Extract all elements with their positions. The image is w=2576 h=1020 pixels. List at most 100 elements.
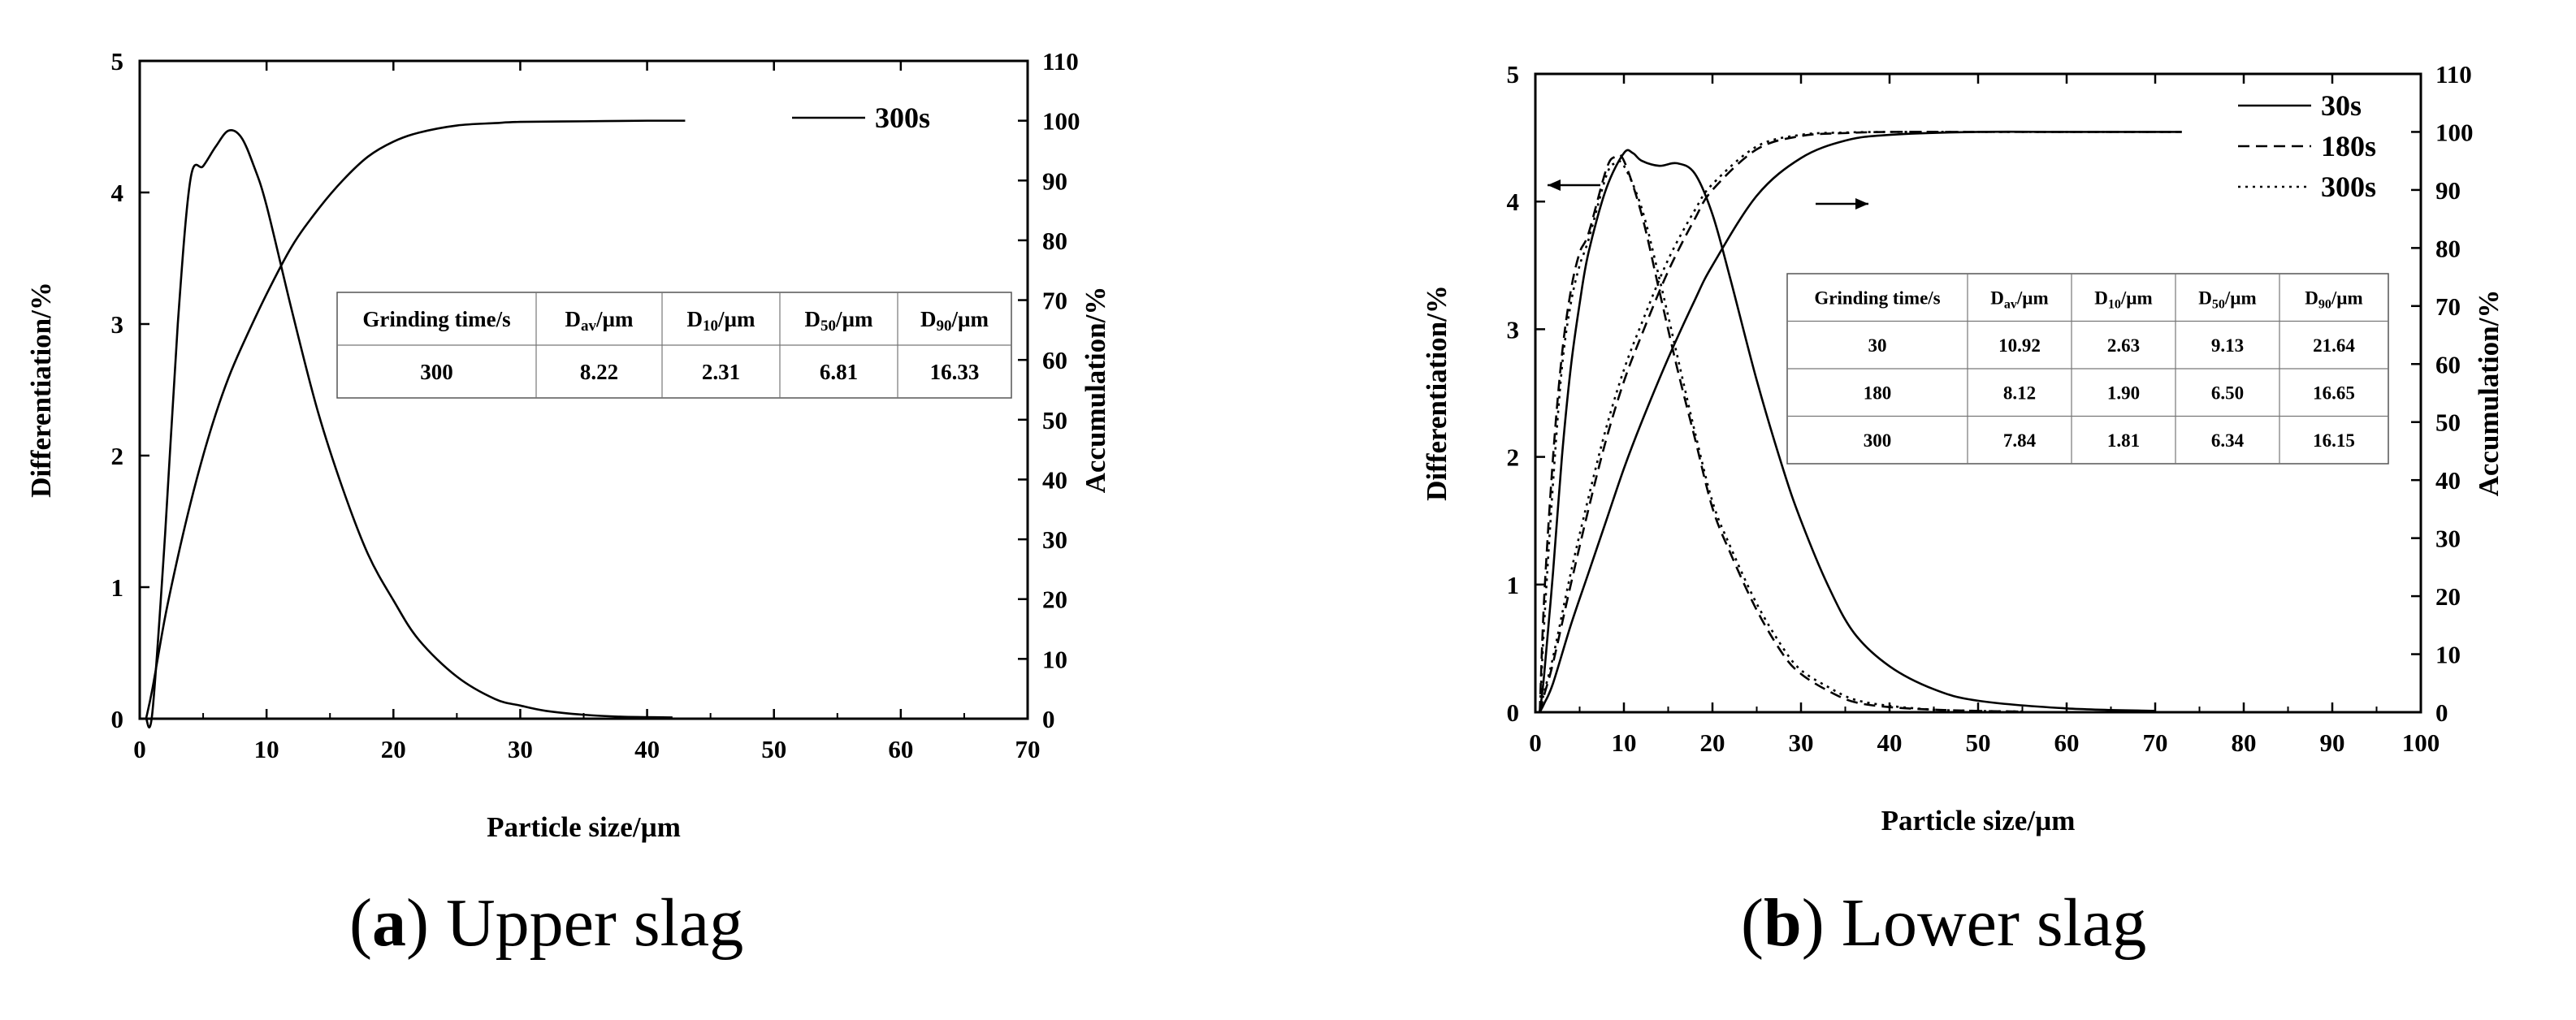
y-left-tick-label: 0 (111, 705, 124, 733)
axis-arrow-head (1548, 179, 1561, 191)
x-tick-label: 40 (1877, 728, 1903, 757)
table-header-cell: Dav/µm (565, 307, 634, 335)
table-cell: 300 (420, 360, 453, 384)
caption-a-letter: a (371, 885, 406, 961)
y-right-tick-label: 90 (2435, 176, 2461, 205)
table-cell: 2.63 (2107, 335, 2140, 356)
table-cell: 9.13 (2211, 335, 2244, 356)
table-header-cell: D90/µm (2305, 287, 2362, 311)
chart-b: 0 10 20 30 40 50 60 70 80 90 100012345010203040506… (1421, 60, 2505, 836)
caption-a-text: Upper slag (445, 885, 744, 961)
y-left-axis-label: Differentiation/% (25, 282, 57, 498)
y-right-tick-label: 0 (1042, 705, 1055, 733)
y-right-tick-label: 90 (1042, 166, 1067, 195)
y-right-tick-label: 40 (2435, 466, 2461, 495)
x-tick-label: 40 (634, 735, 660, 763)
caption-b-text: Lower slag (1841, 885, 2147, 961)
table-cell: 8.12 (2003, 382, 2036, 403)
y-right-tick-label: 10 (2435, 641, 2461, 669)
table-header-cell: Grinding time/s (362, 307, 510, 331)
table-cell: 16.33 (930, 360, 980, 384)
y-right-tick-label: 50 (2435, 408, 2461, 437)
x-tick-label: 70 (2143, 728, 2168, 757)
table-cell: 30 (1868, 335, 1887, 356)
y-right-tick-label: 80 (1042, 227, 1067, 255)
x-tick-label: 100 (2402, 728, 2440, 757)
x-tick-label: 10 (254, 735, 279, 763)
y-right-tick-label: 100 (2435, 118, 2474, 146)
table-cell: 16.65 (2313, 382, 2355, 403)
table-cell: 1.90 (2107, 382, 2140, 403)
y-right-tick-label: 0 (2435, 698, 2448, 727)
x-tick-label: 50 (761, 735, 786, 763)
y-right-tick-label: 20 (1042, 586, 1067, 614)
legend-label: 300s (2321, 171, 2376, 203)
axis-arrow-head (1855, 198, 1868, 210)
y-left-tick-label: 2 (111, 442, 124, 470)
table-header-cell: Dav/µm (1990, 287, 2048, 311)
y-left-tick-label: 4 (111, 179, 124, 207)
x-axis-label: Particle size/µm (487, 811, 681, 843)
y-right-tick-label: 50 (1042, 406, 1067, 434)
x-tick-label: 30 (1789, 728, 1814, 757)
y-right-tick-label: 70 (2435, 292, 2461, 321)
y-left-axis-label: Differentiation/% (1421, 285, 1453, 501)
x-tick-label: 80 (2232, 728, 2257, 757)
table-cell: 180 (1864, 382, 1892, 403)
y-right-tick-label: 110 (1042, 47, 1079, 76)
legend-label: 180s (2321, 130, 2376, 162)
x-tick-label: 30 (508, 735, 533, 763)
table-header-cell: D50/µm (804, 307, 873, 335)
y-left-tick-label: 1 (111, 573, 124, 602)
y-right-axis-label: Accumulation/% (2473, 290, 2505, 497)
table-cell: 7.84 (2003, 430, 2037, 451)
table-header-cell: D10/µm (686, 307, 755, 335)
y-right-tick-label: 60 (1042, 346, 1067, 374)
x-tick-label: 0 (133, 735, 146, 763)
parameter-table: Grinding time/s Dav/µm D10/µm D50/µm D90/µm 3… (336, 292, 1012, 399)
x-tick-label: 20 (381, 735, 406, 763)
table-cell: 16.15 (2313, 430, 2355, 451)
table-cell: 6.34 (2211, 430, 2245, 451)
x-tick-label: 10 (1612, 728, 1637, 757)
series-line-300s-accumulation (145, 119, 686, 720)
y-right-tick-label: 110 (2435, 60, 2472, 89)
table-cell: 1.81 (2107, 430, 2140, 451)
table-cell: 300 (1864, 430, 1892, 451)
x-tick-label: 60 (888, 735, 913, 763)
series-line-180s-accumulation (1539, 131, 2182, 713)
y-left-tick-label: 3 (111, 310, 124, 339)
parameter-table: Grinding time/s Dav/µm D10/µm D50/µm D90/µm 3… (1786, 273, 2389, 465)
chart-a: 0 10 20 30 40 50 60 700123450102030405060708090… (25, 47, 1111, 843)
series-line-300s-differentiation (145, 129, 673, 728)
y-right-tick-label: 20 (2435, 582, 2461, 611)
table-cell: 10.92 (1998, 335, 2041, 356)
table-cell: 6.81 (820, 360, 858, 384)
x-axis-label: Particle size/µm (1881, 805, 2076, 836)
table-header-cell: Grinding time/s (1814, 287, 1940, 308)
x-tick-label: 0 (1529, 728, 1542, 757)
y-left-tick-label: 0 (1507, 698, 1520, 727)
table-cell: 6.50 (2211, 382, 2244, 403)
y-right-tick-label: 10 (1042, 645, 1067, 673)
y-right-axis-label: Accumulation/% (1080, 287, 1111, 494)
y-right-tick-label: 40 (1042, 465, 1067, 494)
table-header-cell: D50/µm (2198, 287, 2256, 311)
y-left-tick-label: 4 (1507, 188, 1520, 216)
x-tick-label: 20 (1700, 728, 1725, 757)
y-right-tick-label: 80 (2435, 234, 2461, 262)
y-left-tick-label: 2 (1507, 443, 1520, 472)
x-tick-label: 50 (1966, 728, 1991, 757)
table-header-cell: D90/µm (920, 307, 989, 335)
y-left-tick-label: 1 (1507, 571, 1520, 599)
y-left-tick-label: 5 (1507, 60, 1520, 89)
y-right-tick-label: 100 (1042, 107, 1080, 136)
series-line-180s-differentiation (1539, 153, 2023, 713)
y-right-tick-label: 70 (1042, 287, 1067, 315)
series-line-300s-accumulation (1539, 131, 2182, 713)
legend-label: 30s (2321, 89, 2362, 122)
y-left-tick-label: 5 (111, 47, 124, 76)
x-tick-label: 70 (1015, 735, 1041, 763)
y-right-tick-label: 30 (1042, 525, 1067, 554)
